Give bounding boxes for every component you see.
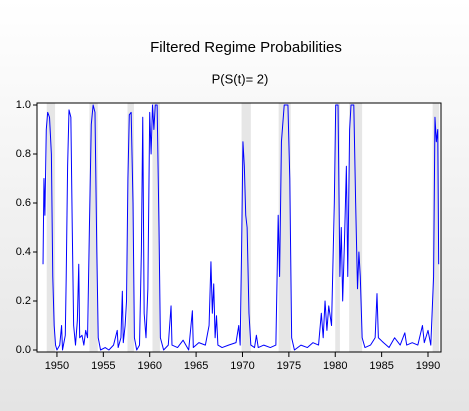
x-tick-label: 1990: [416, 360, 440, 372]
y-tick-label: 0.4: [16, 246, 31, 258]
x-tick-label: 1970: [230, 360, 254, 372]
x-tick-label: 1965: [184, 360, 208, 372]
shaded-period: [335, 103, 340, 352]
x-tick-label: 1980: [323, 360, 347, 372]
y-tick-label: 0.2: [16, 295, 31, 307]
x-tick-label: 1960: [137, 360, 161, 372]
x-tick-label: 1985: [369, 360, 393, 372]
shaded-period: [278, 103, 291, 352]
x-tick-label: 1955: [91, 360, 115, 372]
y-tick-label: 0.0: [16, 344, 31, 356]
shaded-period: [127, 103, 134, 352]
shaded-period: [152, 103, 160, 352]
plot-area: [37, 103, 441, 352]
shaded-period: [241, 103, 251, 352]
y-tick-label: 0.6: [16, 197, 31, 209]
shaded-period: [432, 103, 440, 352]
shaded-period: [89, 103, 98, 352]
shaded-period: [46, 103, 56, 352]
x-tick-label: 1950: [45, 360, 69, 372]
x-tick-label: 1975: [277, 360, 301, 372]
y-tick-label: 1.0: [16, 99, 31, 111]
chart-subtitle: P(S(t)= 2): [212, 71, 269, 86]
shaded-period: [349, 103, 363, 352]
series-line: [42, 104, 440, 351]
chart-title: Filtered Regime Probabilities: [150, 39, 342, 56]
y-tick-label: 0.8: [16, 148, 31, 160]
plot-border: [36, 102, 442, 353]
